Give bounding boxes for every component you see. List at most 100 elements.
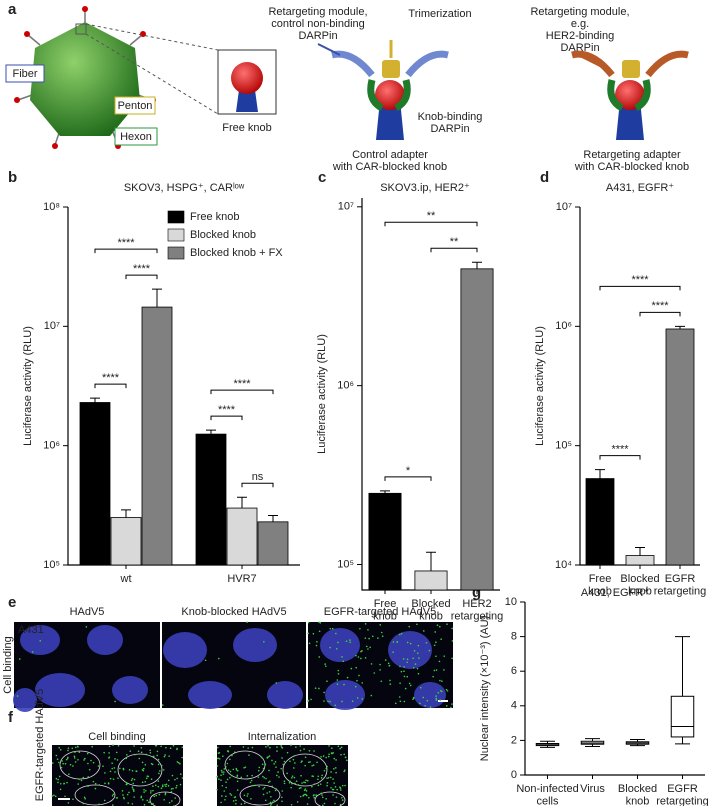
y-tick-label: 10⁵: [337, 558, 354, 570]
signal-dot: [153, 795, 156, 798]
signal-dot: [160, 745, 162, 748]
signal-dot: [373, 672, 376, 674]
signal-dot: [179, 783, 182, 786]
signal-dot: [293, 755, 296, 757]
signal-dot: [276, 774, 278, 777]
signal-dot: [90, 759, 92, 762]
legend-swatch: [167, 228, 185, 242]
signal-dot: [270, 795, 272, 798]
signal-dot: [232, 800, 235, 802]
signal-dot: [349, 641, 351, 644]
signal-dot: [57, 781, 59, 784]
signal-dot: [294, 762, 296, 764]
signal-dot: [289, 760, 291, 763]
signal-dot: [282, 763, 285, 766]
signal-dot: [289, 780, 291, 783]
signal-dot: [54, 795, 57, 798]
signal-dot: [221, 784, 224, 787]
signal-dot: [269, 780, 271, 783]
panel-label: d: [540, 169, 549, 186]
signal-dot: [114, 700, 116, 703]
signal-dot: [318, 621, 320, 623]
signal-dot: [264, 799, 267, 802]
signal-dot: [389, 679, 391, 682]
signal-dot: [281, 800, 283, 803]
signal-dot: [152, 789, 154, 792]
signal-dot: [435, 697, 438, 700]
signal-dot: [337, 673, 340, 675]
signal-dot: [445, 705, 448, 707]
signal-dot: [313, 783, 316, 786]
signal-dot: [242, 746, 245, 748]
significance-bracket: [210, 389, 274, 395]
signal-dot: [389, 683, 392, 685]
signal-dot: [312, 632, 315, 635]
signal-dot: [158, 772, 160, 775]
signal-dot: [399, 700, 402, 703]
signal-dot: [92, 761, 95, 764]
signal-dot: [131, 769, 134, 772]
signal-dot: [435, 641, 437, 644]
signal-dot: [439, 690, 442, 692]
signal-dot: [250, 797, 252, 800]
signal-dot: [300, 761, 302, 763]
bar: [585, 478, 615, 566]
signal-dot: [145, 753, 148, 756]
signal-dot: [218, 657, 220, 660]
signal-dot: [339, 747, 341, 750]
signal-dot: [361, 682, 364, 684]
signal-dot: [150, 790, 152, 792]
signal-dot: [133, 796, 135, 798]
signal-dot: [132, 788, 134, 790]
signal-dot: [290, 803, 293, 806]
legend-swatch: [167, 246, 185, 260]
signal-dot: [326, 784, 328, 787]
signal-dot: [331, 747, 333, 749]
signal-dot: [293, 776, 296, 779]
signal-dot: [364, 637, 367, 639]
signal-dot: [293, 767, 295, 769]
signal-dot: [172, 744, 175, 747]
signal-dot: [154, 784, 157, 787]
column-title: Internalization: [248, 731, 317, 743]
error-bar: [152, 288, 162, 308]
column-title: EGFR-targeted HAdV5: [324, 606, 437, 618]
signal-dot: [290, 786, 292, 789]
signal-dot: [398, 696, 401, 698]
signal-dot: [126, 754, 128, 756]
signal-dot: [265, 746, 267, 748]
signal-dot: [305, 790, 308, 792]
chart-title: A431, EGFR⁺: [581, 587, 649, 599]
signal-dot: [221, 771, 223, 773]
signal-dot: [84, 757, 86, 760]
signal-dot: [232, 768, 235, 771]
significance-label: ****: [631, 274, 649, 286]
whisker: [540, 740, 555, 748]
signal-dot: [392, 641, 395, 643]
signal-dot: [67, 749, 69, 752]
signal-dot: [341, 656, 343, 658]
signal-dot: [304, 764, 306, 767]
signal-dot: [132, 782, 135, 785]
y-tick-label: 8: [511, 631, 517, 643]
error-bar: [595, 469, 605, 479]
signal-dot: [314, 687, 317, 689]
signal-dot: [251, 774, 253, 777]
signal-dot: [368, 637, 370, 640]
significance-bracket: [94, 248, 158, 254]
signal-dot: [357, 656, 360, 658]
signal-dot: [301, 782, 303, 784]
signal-dot: [225, 781, 227, 784]
signal-dot: [330, 786, 332, 789]
signal-dot: [271, 801, 274, 803]
signal-dot: [433, 644, 436, 647]
signal-dot: [295, 746, 297, 748]
signal-dot: [68, 773, 70, 775]
signal-dot: [428, 649, 431, 652]
signal-dot: [379, 663, 381, 666]
signal-dot: [158, 793, 161, 796]
signal-dot: [440, 638, 442, 640]
signal-dot: [294, 782, 296, 785]
signal-dot: [78, 778, 80, 781]
row-label: EGFR-targeted HAdV5: [34, 689, 46, 802]
